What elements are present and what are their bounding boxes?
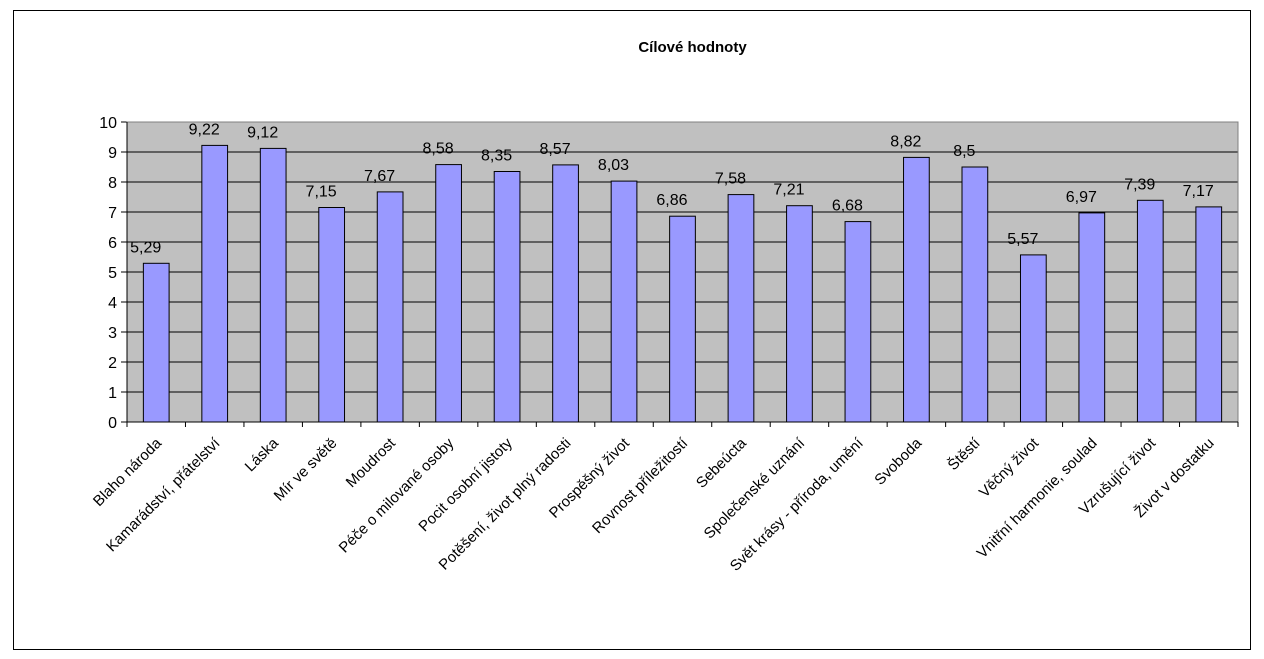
data-label: 7,15 bbox=[306, 184, 337, 201]
bar bbox=[435, 164, 462, 423]
data-label: 8,58 bbox=[423, 141, 454, 158]
bar bbox=[727, 194, 755, 423]
category-label: Sebeúcta bbox=[693, 434, 750, 491]
data-label: 8,35 bbox=[481, 148, 512, 165]
category-label: Kamarádství, přátelství bbox=[103, 434, 224, 555]
y-tick-label: 8 bbox=[108, 175, 117, 192]
bar bbox=[669, 215, 696, 423]
bar bbox=[201, 144, 229, 423]
data-label: 8,03 bbox=[598, 157, 629, 174]
y-tick-label: 4 bbox=[108, 295, 117, 312]
data-label: 7,21 bbox=[773, 182, 804, 199]
y-tick-label: 10 bbox=[99, 115, 117, 132]
data-label: 7,39 bbox=[1124, 176, 1155, 193]
bar bbox=[318, 207, 346, 423]
bar bbox=[786, 205, 813, 423]
bar bbox=[1019, 254, 1047, 423]
category-label: Mír ve světě bbox=[271, 435, 341, 505]
data-label: 5,29 bbox=[130, 239, 161, 256]
category-label: Vnitřní harmonie, soulad bbox=[974, 435, 1101, 562]
category-label: Péče o milované osoby bbox=[336, 434, 458, 556]
data-label: 8,5 bbox=[953, 143, 975, 160]
bar bbox=[1195, 206, 1223, 423]
y-tick-label: 5 bbox=[108, 265, 117, 282]
bar bbox=[552, 164, 579, 423]
y-tick-label: 9 bbox=[108, 145, 117, 162]
data-label: 7,58 bbox=[715, 171, 746, 188]
category-label: Společenské uznání bbox=[701, 434, 809, 542]
y-tick-label: 1 bbox=[108, 385, 117, 402]
y-tick-label: 7 bbox=[108, 205, 117, 222]
bar bbox=[376, 191, 404, 423]
data-label: 6,86 bbox=[656, 192, 687, 209]
bar bbox=[1136, 199, 1164, 423]
chart-frame: Cílové hodnoty 0 1 2 3 4 5 6 7 8 9 10 5,29 Blaho nár… bbox=[13, 10, 1251, 650]
data-label: 8,82 bbox=[890, 133, 921, 150]
category-label: Láska bbox=[242, 434, 283, 475]
category-label: Svoboda bbox=[871, 434, 925, 488]
data-label: 6,97 bbox=[1066, 189, 1097, 206]
data-label: 9,12 bbox=[247, 124, 278, 141]
y-tick-label: 0 bbox=[108, 415, 117, 432]
y-tick-label: 3 bbox=[108, 325, 117, 342]
y-tick-label: 6 bbox=[108, 235, 117, 252]
bar bbox=[903, 156, 930, 423]
bar bbox=[259, 147, 287, 423]
data-label: 9,22 bbox=[189, 121, 220, 138]
data-label: 8,57 bbox=[539, 141, 570, 158]
bar bbox=[961, 166, 989, 423]
chart-title: Cílové hodnoty bbox=[638, 39, 747, 56]
bar bbox=[1078, 212, 1106, 423]
data-label: 5,57 bbox=[1007, 231, 1038, 248]
category-label: Moudrost bbox=[343, 434, 400, 491]
bar bbox=[493, 171, 521, 423]
category-label: Štěstí bbox=[945, 434, 985, 474]
y-tick-label: 2 bbox=[108, 355, 117, 372]
category-label: Rovnost příležitostí bbox=[589, 434, 692, 537]
data-label: 7,17 bbox=[1183, 183, 1214, 200]
bar bbox=[844, 221, 872, 423]
data-label: 7,67 bbox=[364, 168, 395, 185]
bar bbox=[610, 180, 638, 423]
bar bbox=[142, 262, 170, 423]
data-label: 6,68 bbox=[832, 198, 863, 215]
